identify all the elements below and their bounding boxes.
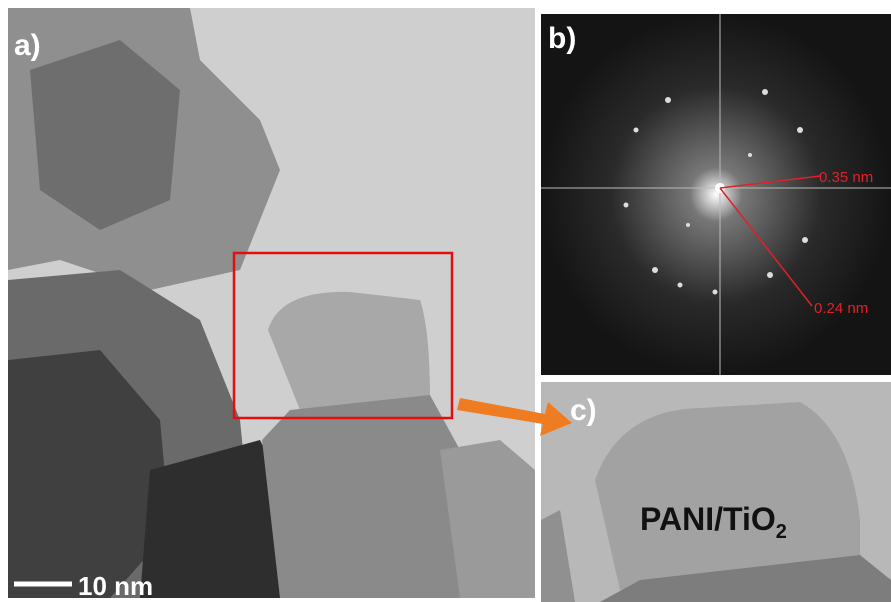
spacing-label: 0.24 nm [814,300,868,317]
sample-label: PANI/TiO2 [640,501,787,543]
scale-bar-label: 10 nm [78,571,153,601]
panel-label: a) [14,29,41,62]
panel-c: c) PANI/TiO2 [541,382,891,602]
panel-b: 0.35 nm 0.24 nm b) [541,14,891,375]
panel-a: a) 10 nm [8,8,535,601]
spacing-label: 0.35 nm [819,169,873,186]
panel-label: b) [548,22,576,55]
zoom-box [232,251,454,420]
panel-label: c) [570,394,597,427]
arrow [457,398,572,436]
